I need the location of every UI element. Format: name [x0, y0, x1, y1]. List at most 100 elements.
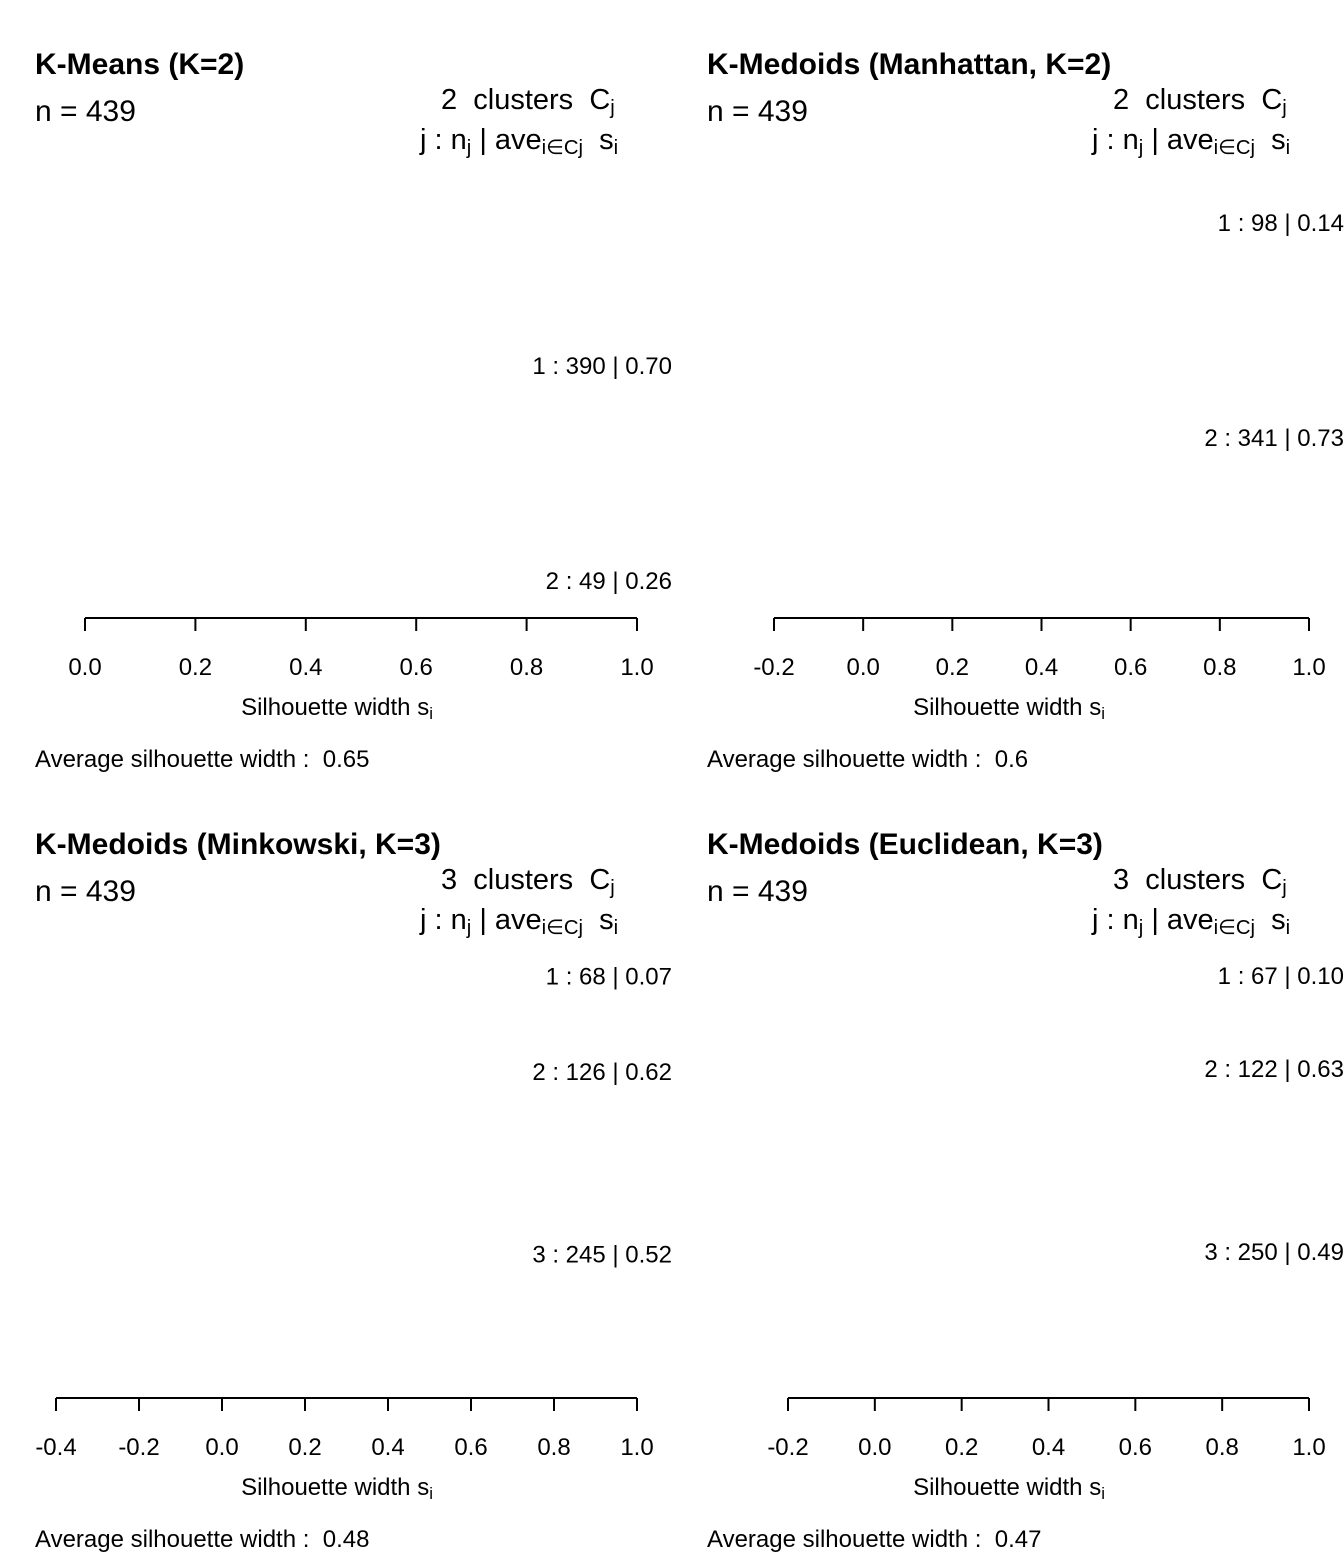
col-n: j : n — [1092, 904, 1139, 936]
cluster-count: 3 — [441, 864, 458, 896]
n-label: n = 439 — [707, 95, 808, 128]
silhouette-panel-kmeans: 0.0 0.2 0.4 0.6 0.8 1.0 1 : 390 | 0.70 2 : 49 … — [0, 0, 672, 780]
x-tick-label: 0.2 — [179, 654, 212, 681]
clusters-word: clusters — [1145, 864, 1246, 896]
panel-title: K-Medoids (Minkowski, K=3) — [35, 828, 441, 861]
x-axis-label: Silhouette width si — [241, 694, 433, 722]
avg-prefix: Average silhouette width : — [707, 746, 982, 773]
col-ave-sub: i∈Cj — [1213, 917, 1255, 940]
average-silhouette-text: Average silhouette width : 0.65 — [35, 746, 369, 774]
x-tick-label: -0.2 — [753, 654, 794, 681]
x-tick-label: 0.4 — [1025, 654, 1058, 681]
cluster-label-1: 1 : 390 | 0.70 — [532, 353, 672, 380]
x-axis-label-sub: i — [429, 704, 433, 724]
header-clusters: 3 clusters Cj — [441, 864, 615, 900]
x-tick-label: 0.6 — [1114, 654, 1147, 681]
c-letter: C — [1261, 864, 1283, 896]
cluster-label-1: 1 : 67 | 0.10 — [1218, 963, 1344, 990]
avg-prefix: Average silhouette width : — [707, 1526, 982, 1553]
col-s: s — [599, 904, 614, 936]
panel-title: K-Medoids (Manhattan, K=2) — [707, 48, 1112, 81]
x-axis-label-sub: i — [1101, 704, 1105, 724]
x-tick-label: 0.0 — [68, 654, 101, 681]
cluster-count: 2 — [441, 84, 458, 116]
c-sub: j — [1282, 877, 1287, 900]
col-s-sub: i — [1285, 917, 1291, 940]
cluster-label-2: 2 : 126 | 0.62 — [532, 1059, 672, 1086]
x-tick-label: 0.8 — [1203, 654, 1236, 681]
c-sub: j — [610, 877, 615, 900]
avg-prefix: Average silhouette width : — [35, 746, 310, 773]
n-label: n = 439 — [35, 95, 136, 128]
x-tick-label: 1.0 — [1292, 1434, 1325, 1461]
header-clusters: 2 clusters Cj — [441, 84, 615, 120]
silhouette-svg: 0.0 0.2 0.4 0.6 0.8 1.0 1 : 390 | 0.70 2 : 49 … — [68, 353, 672, 681]
col-s: s — [1271, 124, 1286, 156]
clusters-word: clusters — [473, 84, 574, 116]
x-axis-label: Silhouette width si — [913, 1474, 1105, 1502]
silhouette-panel-euclidean: -0.2 0.0 0.2 0.4 0.6 0.8 1.0 1 : 67 | 0.10 2 : … — [672, 780, 1344, 1560]
col-s-sub: i — [1285, 137, 1291, 160]
x-tick-label: 0.0 — [205, 1434, 238, 1461]
x-tick-label: 0.2 — [936, 654, 969, 681]
c-letter: C — [589, 864, 611, 896]
col-s-sub: i — [613, 917, 619, 940]
col-n-sub: j — [1138, 137, 1144, 160]
x-tick-label: -0.2 — [767, 1434, 808, 1461]
col-ave: | ave — [1143, 124, 1214, 156]
c-sub: j — [1282, 97, 1287, 120]
col-ave: | ave — [471, 124, 542, 156]
col-ave-sub: i∈Cj — [541, 137, 583, 160]
x-tick-label: 0.6 — [454, 1434, 487, 1461]
header-columns: j : nj | avei∈Cj si — [1092, 124, 1291, 160]
x-tick-label: 0.6 — [400, 654, 433, 681]
x-axis-label-sub: i — [429, 1484, 433, 1504]
silhouette-panel-manhattan: -0.2 0.0 0.2 0.4 0.6 0.8 1.0 1 : 98 | 0.14 2 : … — [672, 0, 1344, 780]
x-tick-label: -0.4 — [35, 1434, 76, 1461]
cluster-count: 2 — [1113, 84, 1130, 116]
header-clusters: 3 clusters Cj — [1113, 864, 1287, 900]
col-n: j : n — [1092, 124, 1139, 156]
silhouette-svg: -0.2 0.0 0.2 0.4 0.6 0.8 1.0 1 : 98 | 0.14 2 : … — [753, 210, 1344, 681]
x-axis-label: Silhouette width si — [241, 1474, 433, 1502]
col-n: j : n — [420, 124, 467, 156]
col-s: s — [1271, 904, 1286, 936]
avg-prefix: Average silhouette width : — [35, 1526, 310, 1553]
col-n-sub: j — [466, 137, 472, 160]
header-columns: j : nj | avei∈Cj si — [420, 904, 619, 940]
x-tick-label: 0.8 — [1205, 1434, 1238, 1461]
header-columns: j : nj | avei∈Cj si — [420, 124, 618, 160]
avg-value: 0.65 — [322, 746, 370, 773]
avg-value: 0.47 — [994, 1526, 1042, 1553]
x-axis-label-sub: i — [1101, 1484, 1105, 1504]
x-tick-label: 0.4 — [1032, 1434, 1065, 1461]
average-silhouette-text: Average silhouette width : 0.6 — [707, 746, 1028, 774]
col-n-sub: j — [1138, 917, 1144, 940]
col-s: s — [599, 124, 614, 156]
cluster-label-2: 2 : 122 | 0.63 — [1204, 1056, 1344, 1083]
col-n-sub: j — [466, 917, 472, 940]
x-axis-label-main: Silhouette width s — [241, 1474, 430, 1501]
header-columns: j : nj | avei∈Cj si — [1092, 904, 1291, 940]
c-letter: C — [1261, 84, 1283, 116]
x-tick-label: 1.0 — [620, 654, 653, 681]
cluster-label-1: 1 : 98 | 0.14 — [1218, 210, 1344, 237]
cluster-label-3: 3 : 250 | 0.49 — [1204, 1239, 1344, 1266]
col-ave: | ave — [471, 904, 542, 936]
n-label: n = 439 — [707, 875, 808, 908]
c-sub: j — [610, 97, 615, 120]
silhouette-svg: -0.2 0.0 0.2 0.4 0.6 0.8 1.0 1 : 67 | 0.10 2 : … — [767, 963, 1344, 1461]
x-tick-label: 0.0 — [858, 1434, 891, 1461]
silhouette-panel-minkowski: -0.4 -0.2 0.0 0.2 0.4 0.6 0.8 1.0 1 : 68 | 0.07 … — [0, 780, 672, 1560]
col-ave-sub: i∈Cj — [541, 917, 583, 940]
silhouette-svg: -0.4 -0.2 0.0 0.2 0.4 0.6 0.8 1.01 : 68 | 0.07 … — [35, 963, 672, 1461]
average-silhouette-text: Average silhouette width : 0.48 — [35, 1526, 369, 1554]
x-tick-label: 0.8 — [510, 654, 543, 681]
clusters-word: clusters — [1145, 84, 1246, 116]
cluster-label-3: 3 : 245 | 0.52 — [532, 1241, 672, 1268]
x-axis-label-main: Silhouette width s — [913, 1474, 1102, 1501]
col-ave: | ave — [1143, 904, 1214, 936]
cluster-label-1: 1 : 68 | 0.07 — [546, 963, 672, 990]
x-tick-label: 0.4 — [371, 1434, 404, 1461]
